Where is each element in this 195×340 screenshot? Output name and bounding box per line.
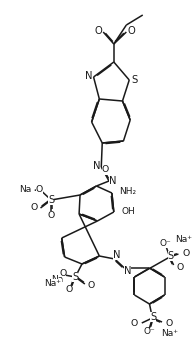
Text: O: O — [102, 166, 109, 174]
Text: Na: Na — [20, 185, 32, 193]
Text: S: S — [48, 195, 54, 205]
Text: N: N — [124, 266, 131, 276]
Text: O: O — [176, 262, 184, 272]
Text: Na: Na — [51, 275, 63, 285]
Text: Na⁺: Na⁺ — [176, 235, 192, 243]
Text: S: S — [72, 272, 78, 282]
Text: N: N — [93, 161, 100, 171]
Text: O: O — [30, 204, 38, 212]
Text: OH: OH — [121, 206, 135, 216]
Text: O: O — [48, 210, 55, 220]
Text: O: O — [66, 286, 73, 294]
Text: O: O — [59, 270, 66, 278]
Text: N: N — [85, 71, 92, 81]
Text: N: N — [109, 176, 117, 186]
Text: O⁻: O⁻ — [144, 327, 155, 337]
Text: O⁻: O⁻ — [159, 238, 171, 248]
Text: S: S — [150, 312, 156, 322]
Text: O: O — [88, 280, 95, 289]
Text: Na⁺: Na⁺ — [161, 328, 178, 338]
Text: O: O — [166, 319, 173, 327]
Text: N: N — [113, 250, 121, 260]
Text: Na⁺: Na⁺ — [44, 278, 62, 288]
Text: O: O — [95, 26, 102, 36]
Text: S: S — [168, 251, 174, 261]
Text: S: S — [131, 75, 137, 85]
Text: O: O — [131, 320, 138, 328]
Text: O: O — [127, 26, 135, 36]
Text: O: O — [182, 249, 190, 257]
Text: O: O — [36, 186, 43, 194]
Text: NH₂: NH₂ — [120, 187, 137, 196]
